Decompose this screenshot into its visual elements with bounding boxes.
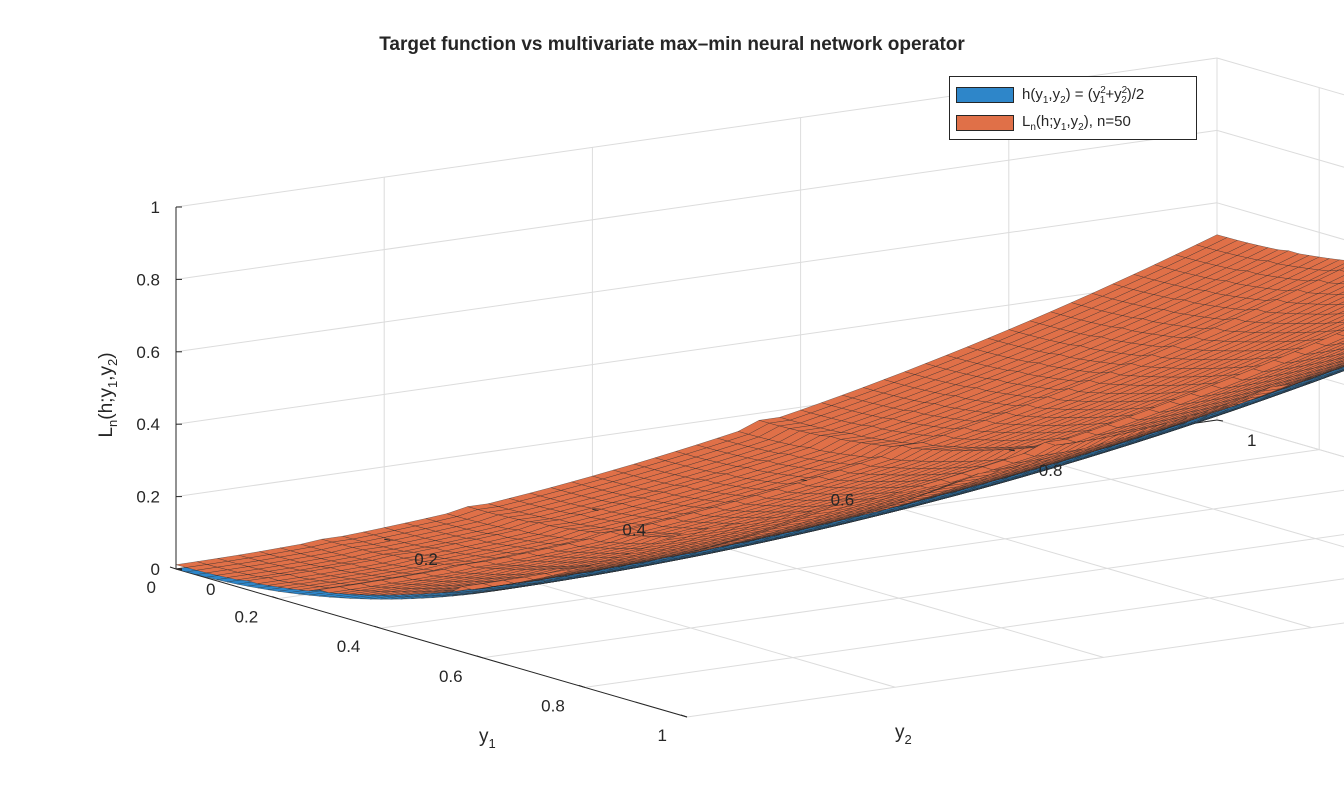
grid-line [175, 274, 1218, 425]
grid-line [1216, 202, 1344, 241]
grid-line [1216, 129, 1344, 168]
grid-line [686, 622, 1344, 718]
operator-surface-facet [1337, 319, 1344, 323]
grid-line [175, 129, 1218, 280]
operator-surface-facet [1338, 291, 1344, 295]
grid-line [584, 578, 1344, 688]
grid-line [1216, 419, 1344, 458]
grid-line [482, 534, 1344, 659]
operator-surface [175, 234, 1344, 596]
x-axis-line [175, 568, 688, 718]
grid-line [380, 489, 1344, 629]
grid-line [1216, 57, 1344, 96]
grid-line [175, 202, 1218, 353]
operator-surface-facet [1337, 310, 1344, 315]
operator-surface-facet [1338, 280, 1344, 285]
grid-line [1216, 419, 1344, 458]
grid-line [1008, 449, 1344, 548]
operator-surface-facet [1338, 267, 1344, 272]
operator-surface-facet [1338, 301, 1344, 305]
